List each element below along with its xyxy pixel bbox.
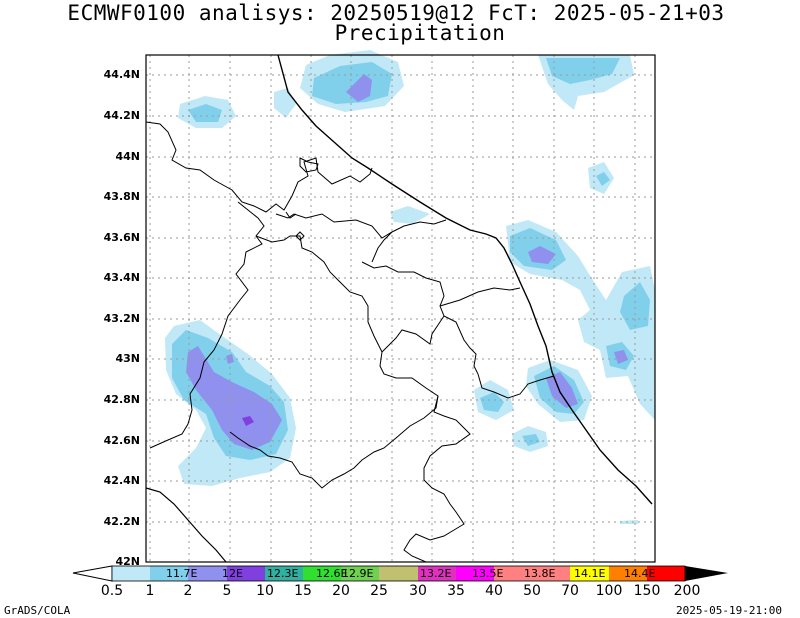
- colorbar-label: 150: [633, 583, 661, 599]
- map-frame: [145, 54, 656, 563]
- lat-label: 44.2N: [103, 109, 140, 122]
- graticule: [146, 55, 655, 562]
- lat-label: 43.6N: [103, 231, 140, 244]
- lon-label: 11.7E: [166, 567, 198, 580]
- lat-label: 42.6N: [103, 434, 140, 447]
- colorbar-label: 35: [447, 583, 465, 599]
- lon-label: 12.9E: [342, 567, 374, 580]
- lon-label: 13.5E: [472, 567, 504, 580]
- lat-label: 44N: [115, 150, 140, 163]
- colorbar-label: 0.5: [100, 583, 124, 599]
- colorbar-label: 25: [370, 583, 388, 599]
- lat-label: 43.4N: [103, 271, 140, 284]
- lon-label: 12.6E: [316, 567, 348, 580]
- map-title: ECMWF0100 analisys: 20250519@12 FcT: 202…: [67, 1, 725, 25]
- lat-label: 44.4N: [103, 68, 140, 81]
- lat-label: 42N: [115, 555, 140, 568]
- colorbar-label: 2: [183, 583, 193, 599]
- colorbar-label: 50: [523, 583, 541, 599]
- lon-label: 14.4E: [624, 567, 656, 580]
- footer-timestamp: 2025-05-19-21:00: [676, 604, 782, 617]
- admin-borders: [145, 121, 555, 563]
- lat-label: 42.8N: [103, 393, 140, 406]
- coastline: [277, 54, 653, 505]
- colorbar-label: 30: [409, 583, 427, 599]
- colorbar-label: 20: [332, 583, 350, 599]
- lat-label: 43N: [115, 352, 140, 365]
- colorbar: [72, 565, 728, 582]
- lon-label: 13.8E: [524, 567, 556, 580]
- lat-label: 43.8N: [103, 190, 140, 203]
- colorbar-label: 40: [485, 583, 503, 599]
- lon-label: 14.1E: [574, 567, 606, 580]
- precip-fields: [165, 50, 655, 524]
- lon-label: 12.3E: [267, 567, 299, 580]
- footer-credit: GrADS/COLA: [4, 604, 71, 617]
- colorbar-label: 1: [145, 583, 155, 599]
- lat-label: 42.2N: [103, 515, 140, 528]
- lon-label: 13.2E: [420, 567, 452, 580]
- map-subtitle: Precipitation: [334, 21, 506, 45]
- colorbar-label: 100: [595, 583, 623, 599]
- lat-label: 43.2N: [103, 312, 140, 325]
- colorbar-label: 15: [294, 583, 312, 599]
- lon-label: 12E: [222, 567, 243, 580]
- colorbar-label: 200: [673, 583, 701, 599]
- colorbar-label: 5: [222, 583, 232, 599]
- colorbar-label: 10: [256, 583, 274, 599]
- lat-label: 42.4N: [103, 474, 140, 487]
- colorbar-label: 70: [561, 583, 579, 599]
